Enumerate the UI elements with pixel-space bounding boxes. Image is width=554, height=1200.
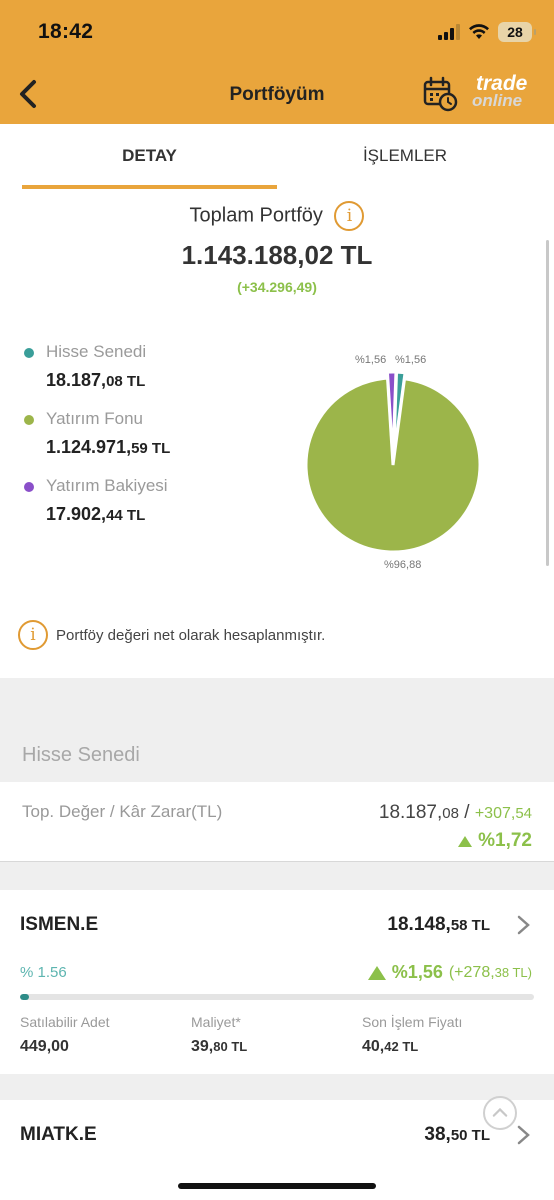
- app-header: 18:42 28 Portföyüm trade online: [0, 0, 554, 124]
- trade-online-logo: trade online: [468, 72, 530, 116]
- chevron-right-icon[interactable]: [516, 1124, 532, 1146]
- section-title: Hisse Senedi: [22, 744, 140, 766]
- holding-change: %1,56 (+278,38 TL): [367, 962, 532, 983]
- legend-name: Yatırım Fonu: [46, 409, 143, 428]
- tab-islemler[interactable]: İŞLEMLER: [362, 146, 448, 165]
- scroll-to-top-button[interactable]: [483, 1096, 517, 1130]
- calendar-clock-icon[interactable]: [422, 76, 458, 112]
- pie-svg: [304, 370, 482, 554]
- pie-label-fon: %96,88: [384, 559, 422, 571]
- back-button[interactable]: [14, 76, 44, 112]
- holding-share-bar: [20, 994, 534, 1000]
- column-maliyet: Maliyet* 39,80 TL: [191, 1014, 248, 1055]
- legend-name: Yatırım Bakiyesi: [46, 476, 168, 495]
- active-tab-indicator: [22, 185, 277, 189]
- summary-label: Top. Değer / Kâr Zarar(TL): [22, 802, 223, 821]
- net-value-note: i Portföy değeri net olarak hesaplanmışt…: [18, 620, 325, 650]
- section-summary: Top. Değer / Kâr Zarar(TL) 18.187,08 / +…: [0, 782, 554, 862]
- holding-symbol: ISMEN.E: [20, 914, 99, 935]
- legend-dot: [24, 415, 34, 425]
- total-portfolio-text: Toplam Portföy: [189, 204, 323, 227]
- page-title: Portföyüm: [229, 84, 325, 105]
- holding-card-ismen[interactable]: ISMEN.E 18.148,58 TL % 1.56 %1,56 (+278,3…: [0, 890, 554, 1074]
- column-adet: Satılabilir Adet 449,00: [20, 1014, 110, 1055]
- logo-online-text: online: [472, 91, 523, 110]
- pie-slice-fon: [304, 376, 482, 554]
- holding-share: % 1.56: [20, 964, 67, 981]
- total-portfolio-change: (+34.296,49): [237, 279, 317, 295]
- holding-share-fill: [20, 994, 30, 1000]
- wifi-icon: [469, 24, 489, 39]
- legend-value: 18.187,08 TL: [46, 370, 146, 390]
- info-icon: i: [18, 620, 48, 650]
- logo-trade-text: trade: [476, 72, 528, 95]
- portfolio-panel: [0, 124, 554, 678]
- portfolio-pie-chart: %1,56 %1,56 %96,88: [300, 345, 490, 575]
- note-text: Portföy değeri net olarak hesaplanmıştır…: [56, 626, 326, 644]
- home-indicator[interactable]: [178, 1183, 376, 1189]
- status-time: 18:42: [38, 20, 94, 43]
- scrollbar[interactable]: [546, 240, 549, 566]
- chevron-right-icon[interactable]: [516, 914, 532, 936]
- holding-value: 18.148,58 TL: [387, 914, 490, 935]
- signal-icon: [438, 24, 460, 40]
- legend-dot: [24, 482, 34, 492]
- column-son-fiyat: Son İşlem Fiyatı 40,42 TL: [362, 1014, 463, 1055]
- summary-value: 18.187,08 / +307,54: [378, 802, 532, 823]
- legend-value: 1.124.971,59 TL: [46, 437, 171, 457]
- battery-indicator: 28: [498, 22, 536, 42]
- up-triangle-icon: [458, 835, 473, 847]
- legend-dot: [24, 348, 34, 358]
- tab-detay[interactable]: DETAY: [122, 146, 177, 165]
- total-portfolio-label: Toplam Portföy i: [0, 201, 554, 231]
- pie-slice-bakiye: [385, 370, 398, 460]
- status-icons: 28: [438, 22, 536, 42]
- legend-value: 17.902,44 TL: [46, 504, 146, 524]
- legend-name: Hisse Senedi: [46, 342, 147, 361]
- total-portfolio-value: 1.143.188,02 TL: [181, 240, 373, 270]
- info-icon[interactable]: i: [334, 201, 365, 231]
- pie-label-bakiye: %1,56: [355, 354, 387, 366]
- pie-label-hisse: %1,56: [395, 354, 427, 366]
- holding-value: 38,50 TL: [424, 1124, 490, 1145]
- up-triangle-icon: [367, 965, 386, 980]
- summary-percent: %1,72: [458, 830, 532, 852]
- holding-symbol: MIATK.E: [20, 1124, 97, 1145]
